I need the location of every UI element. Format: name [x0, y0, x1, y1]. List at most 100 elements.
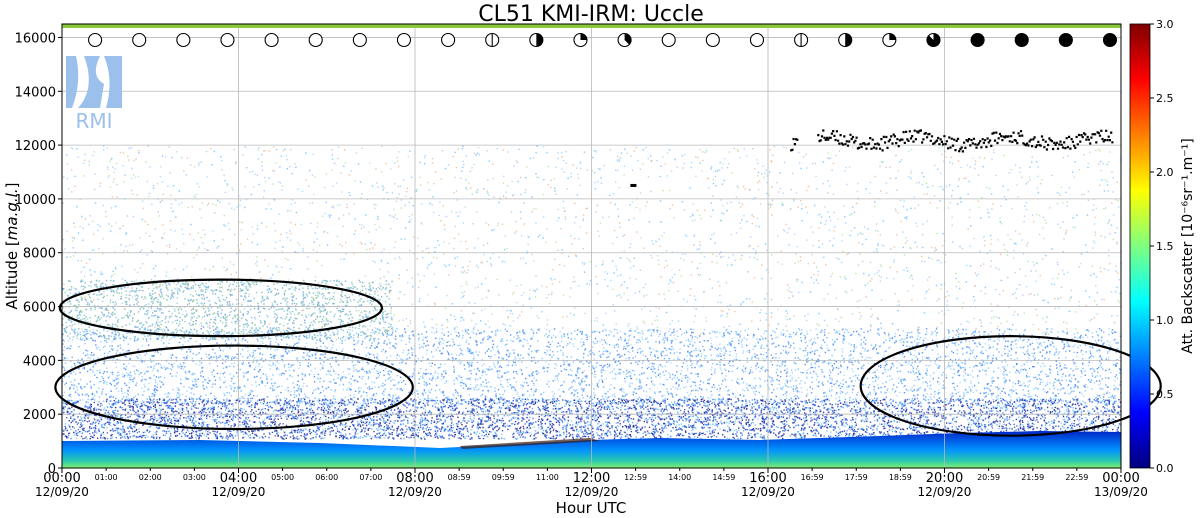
x-minor-tick-label: 01:00 — [95, 473, 118, 482]
sky-symbol-fill — [971, 33, 985, 47]
x-minor-tick-label: 06:00 — [315, 473, 338, 482]
sky-symbol — [749, 32, 765, 48]
x-major-tick-time: 20:00 — [926, 471, 963, 486]
x-major-tick-time: 00:00 — [43, 471, 80, 486]
x-major-tick-date: 12/09/20 — [35, 485, 89, 499]
y-tick-label: 8000 — [23, 247, 56, 262]
x-major-tick-date: 12/09/20 — [565, 485, 619, 499]
background-noise — [62, 145, 1121, 335]
plot-area: RMI — [54, 23, 1162, 469]
x-minor-tick-label: 12:59 — [624, 473, 647, 482]
sky-symbol — [88, 32, 103, 48]
annotation-ellipse — [54, 344, 414, 431]
sky-symbol-ring — [396, 32, 412, 48]
x-minor-tick-label: 03:00 — [183, 473, 206, 482]
sky-symbol — [441, 32, 456, 48]
sky-symbol — [794, 32, 809, 48]
sky-symbol — [970, 32, 985, 48]
sky-symbol-fill — [926, 33, 940, 47]
sky-symbol — [705, 32, 720, 48]
sky-symbol — [617, 32, 632, 48]
sky-symbol — [882, 32, 897, 48]
x-minor-tick-label: 05:00 — [271, 473, 294, 482]
x-minor-tick-label: 08:59 — [448, 473, 471, 482]
sky-symbol-ring — [308, 32, 323, 48]
x-axis: 00:0012/09/2004:0012/09/2008:0012/09/201… — [35, 468, 1148, 499]
colorbar-tick-label: 1.5 — [1156, 240, 1174, 253]
sky-symbol-ring — [705, 32, 720, 48]
availability-bar — [62, 24, 1121, 28]
y-tick-label: 12000 — [15, 139, 56, 154]
x-minor-tick-label: 11:00 — [536, 473, 559, 482]
colorbar: 0.0 0.5 1.0 1.5 2.0 2.5 3.0 Att. Backscatter [… — [1129, 18, 1196, 475]
sky-symbol — [573, 32, 588, 48]
sky-symbol — [352, 32, 367, 48]
sky-symbol-ring — [661, 32, 676, 48]
sky-symbol — [264, 32, 279, 48]
rmi-logo: RMI — [66, 56, 122, 133]
x-major-tick-time: 08:00 — [396, 471, 433, 486]
annotation-ellipse — [859, 335, 1162, 437]
annotation-ellipse — [58, 278, 384, 338]
isolated-cloud — [630, 183, 637, 187]
x-axis-label: Hour UTC — [556, 499, 627, 517]
x-major-tick-time: 00:00 — [1102, 471, 1139, 486]
sky-symbol-ring — [176, 32, 191, 48]
x-major-tick-date: 12/09/20 — [918, 485, 972, 499]
y-tick-label: 4000 — [23, 354, 56, 369]
chart-title: CL51 KMI-IRM: Uccle — [478, 2, 704, 27]
sky-symbol-fill — [845, 33, 852, 47]
x-minor-tick-label: 07:00 — [359, 473, 382, 482]
sky-symbol-ring — [749, 32, 765, 48]
sky-symbol — [926, 32, 941, 48]
colorbar-tick-label: 0.0 — [1156, 462, 1174, 475]
x-minor-tick-label: 17:59 — [845, 473, 868, 482]
sky-symbol-ring — [441, 32, 456, 48]
x-minor-tick-label: 14:59 — [712, 473, 735, 482]
x-minor-tick-label: 22:59 — [1065, 473, 1088, 482]
x-minor-tick-label: 20:59 — [977, 473, 1000, 482]
sky-symbol-fill — [1015, 33, 1029, 47]
colorbar-tick-label: 0.5 — [1156, 388, 1174, 401]
svg-text:RMI: RMI — [75, 109, 112, 133]
colorbar-tick-label: 3.0 — [1156, 18, 1174, 31]
grid-lines — [62, 24, 1121, 468]
sky-symbol-fill — [1059, 33, 1073, 47]
sky-symbol-fill — [624, 33, 632, 45]
sky-symbol — [661, 32, 676, 48]
y-tick-label: 10000 — [15, 193, 56, 208]
aerosol-speckle-upper — [62, 279, 394, 341]
annotation-ellipses — [54, 278, 1162, 437]
x-minor-tick-label: 21:59 — [1021, 473, 1044, 482]
y-axis: 0 2000 4000 6000 8000 10000 12000 14000 16000 — [15, 31, 62, 477]
sky-symbol-fill — [536, 33, 543, 47]
sky-symbol — [396, 32, 412, 48]
colorbar-tick-label: 1.0 — [1156, 314, 1174, 327]
cloud-base-points — [630, 129, 1114, 187]
sky-symbol — [220, 32, 235, 48]
sky-symbol-ring — [220, 32, 235, 48]
x-major-tick-time: 16:00 — [749, 471, 786, 486]
sky-symbol-fill — [1103, 33, 1117, 47]
x-major-tick-date: 12/09/20 — [388, 485, 442, 499]
cirrus-cloud-base — [790, 129, 1114, 153]
sky-symbol-ring — [132, 32, 147, 48]
colorbar-tick-label: 2.0 — [1156, 166, 1174, 179]
y-tick-label: 6000 — [23, 301, 56, 316]
y-tick-label: 14000 — [15, 85, 56, 100]
x-major-tick-date: 13/09/20 — [1094, 485, 1148, 499]
sky-symbol — [1058, 32, 1073, 48]
sky-symbol — [308, 32, 323, 48]
colorbar-scale — [1129, 23, 1151, 469]
x-minor-tick-label: 18:59 — [889, 473, 912, 482]
x-minor-tick-label: 14:00 — [668, 473, 691, 482]
x-major-tick-time: 12:00 — [573, 471, 610, 486]
sky-symbol — [529, 32, 544, 48]
sky-symbol — [485, 32, 500, 48]
sky-symbol — [1014, 32, 1029, 48]
surface-cloud-edge — [460, 438, 600, 449]
y-axis-label: Altitude [ma.g.l.] — [3, 183, 21, 310]
sky-symbol-ring — [264, 32, 279, 48]
x-minor-tick-label: 16:59 — [801, 473, 824, 482]
sky-condition-symbols — [88, 32, 1118, 48]
